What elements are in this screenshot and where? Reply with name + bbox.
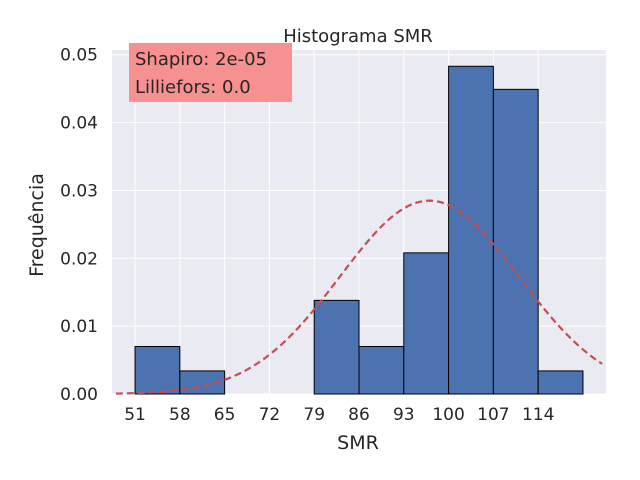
y-axis-ticks: 0.00 0.01 0.02 0.03 0.04 0.05 [60, 46, 98, 405]
annotation-background [129, 43, 292, 102]
lilliefors-text: Lilliefors: 0.0 [135, 77, 251, 98]
histogram-bar [358, 346, 405, 395]
y-tick-label: 0.04 [60, 114, 98, 134]
x-tick-label: 58 [169, 405, 191, 425]
histogram-bars [134, 65, 584, 395]
x-tick-label: 72 [259, 405, 281, 425]
histogram-bar [448, 65, 494, 395]
x-tick-label: 100 [432, 405, 464, 425]
histogram-bar [403, 252, 450, 395]
y-tick-label: 0.05 [60, 46, 98, 66]
x-tick-label: 79 [303, 405, 325, 425]
y-tick-label: 0.02 [60, 249, 98, 269]
y-tick-label: 0.01 [60, 317, 98, 337]
histogram-bar [179, 370, 226, 395]
x-tick-label: 86 [348, 405, 370, 425]
x-tick-label: 93 [393, 405, 415, 425]
histogram-bar [537, 370, 584, 395]
x-tick-label: 107 [477, 405, 509, 425]
x-tick-label: 65 [214, 405, 236, 425]
histogram-bar [134, 346, 181, 395]
normal-curve [115, 199, 603, 395]
histogram-bar [313, 299, 360, 395]
y-tick-label: 0.03 [60, 181, 98, 201]
x-tick-label: 114 [522, 405, 554, 425]
y-axis-label: Frequência [26, 173, 48, 277]
shapiro-text: Shapiro: 2e-05 [135, 49, 267, 70]
x-tick-label: 51 [124, 405, 146, 425]
histogram-bar [492, 88, 539, 395]
x-axis-ticks: 51 58 65 72 79 86 93 100 107 114 [124, 405, 554, 425]
normality-test-box: Shapiro: 2e-05 Lilliefors: 0.0 [129, 43, 292, 102]
chart-title: Histograma SMR [283, 26, 433, 47]
x-axis-label: SMR [337, 432, 379, 454]
y-tick-label: 0.00 [60, 385, 98, 405]
